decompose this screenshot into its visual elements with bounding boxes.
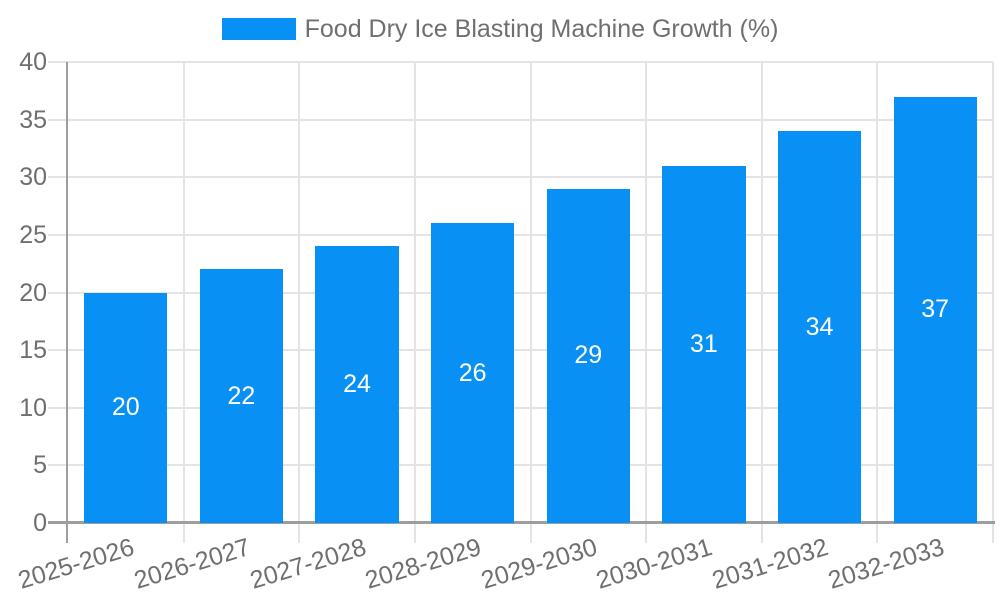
v-gridline	[760, 62, 763, 543]
h-gridline	[48, 176, 993, 179]
bar-value-label: 34	[805, 312, 834, 341]
v-gridline	[992, 62, 994, 543]
h-gridline	[48, 61, 993, 63]
h-gridline	[48, 349, 993, 352]
bar-value-label: 22	[227, 381, 256, 410]
bar: 34	[777, 131, 862, 523]
bar-value-label: 26	[458, 358, 487, 387]
legend-swatch	[221, 18, 296, 40]
y-tick-label: 10	[19, 393, 47, 422]
x-axis-line	[48, 521, 995, 524]
x-tick-label: 2030-2031	[593, 533, 716, 595]
h-gridline	[48, 406, 993, 409]
y-tick-label: 25	[19, 220, 47, 249]
bar: 26	[431, 223, 515, 523]
y-tick-label: 15	[19, 336, 47, 365]
bar-value-label: 20	[111, 393, 140, 422]
bar: 22	[199, 269, 284, 523]
y-tick-label: 40	[19, 48, 47, 76]
x-tick-label: 2032-2033	[824, 533, 948, 595]
v-gridline	[298, 62, 301, 543]
legend: Food Dry Ice Blasting Machine Growth (%)	[0, 14, 1000, 44]
h-gridline	[48, 233, 993, 236]
x-tick-label: 2029-2030	[477, 533, 601, 595]
x-tick-label: 2031-2032	[708, 533, 832, 595]
bar-value-label: 24	[343, 370, 371, 399]
legend-item[interactable]: Food Dry Ice Blasting Machine Growth (%)	[221, 14, 779, 44]
x-tick-label: 2028-2029	[362, 533, 485, 595]
v-gridline	[876, 62, 879, 543]
x-tick-label: 2025-2026	[15, 533, 138, 595]
h-gridline	[48, 291, 993, 294]
y-tick-label: 35	[19, 105, 47, 134]
y-tick-label: 5	[33, 451, 47, 480]
x-tick-label: 2027-2028	[246, 533, 369, 595]
legend-label: Food Dry Ice Blasting Machine Growth (%)	[304, 15, 779, 43]
bar-value-label: 37	[921, 295, 950, 324]
v-gridline	[645, 62, 648, 543]
v-gridline	[413, 62, 416, 543]
x-tick-label: 2026-2027	[130, 533, 254, 595]
bar: 29	[546, 188, 630, 523]
y-axis-line	[66, 62, 68, 543]
v-gridline	[529, 62, 532, 543]
v-gridline	[182, 62, 185, 543]
h-gridline	[48, 118, 993, 121]
bar: 31	[662, 165, 746, 523]
bar: 20	[84, 292, 168, 523]
y-tick-label: 20	[19, 278, 47, 307]
y-tick-label: 30	[19, 163, 47, 192]
y-tick-label: 0	[33, 509, 47, 537]
bar: 24	[315, 246, 399, 523]
bar-value-label: 31	[690, 329, 718, 358]
plot-area: 20 22 24 26 29 31 34 37	[48, 61, 994, 543]
bar: 37	[893, 96, 977, 523]
h-gridline	[48, 464, 993, 467]
bar-value-label: 29	[574, 341, 603, 370]
